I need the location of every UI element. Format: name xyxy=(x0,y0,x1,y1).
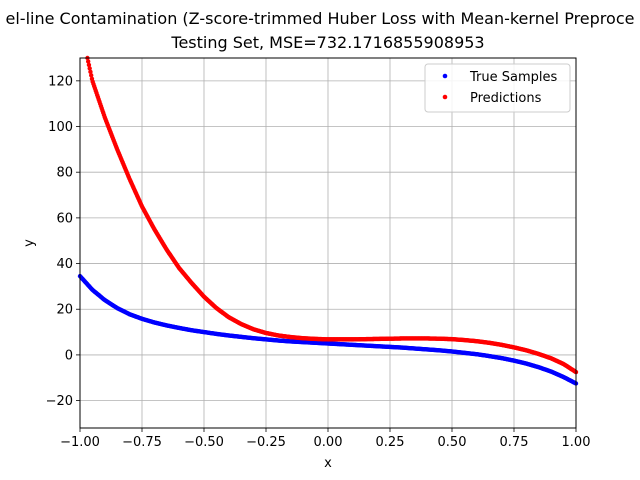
data-point xyxy=(88,69,93,75)
legend-label-predictions: Predictions xyxy=(470,91,542,106)
x-axis-label: x xyxy=(324,456,332,471)
x-tick-label: 0.00 xyxy=(314,435,343,450)
data-points xyxy=(77,55,579,386)
x-tick-label: −0.50 xyxy=(184,435,224,450)
data-point xyxy=(87,66,92,71)
data-point xyxy=(85,59,91,64)
x-tick-label: −0.75 xyxy=(122,435,162,450)
y-tick-label: 20 xyxy=(56,303,73,318)
x-tick-label: −0.25 xyxy=(246,435,286,450)
y-tick-label: 40 xyxy=(56,257,73,272)
x-tick-label: 0.25 xyxy=(376,435,405,450)
y-tick-label: −20 xyxy=(46,394,73,409)
x-tick-label: 0.50 xyxy=(438,435,467,450)
x-tick-label: 1.00 xyxy=(562,435,591,450)
y-tick-label: 120 xyxy=(48,74,73,89)
legend-marker-predictions xyxy=(442,94,448,100)
data-point xyxy=(86,62,92,68)
x-tick-label: −1.00 xyxy=(60,435,100,450)
y-tick-label: 0 xyxy=(65,348,73,363)
y-tick-label: 80 xyxy=(56,166,73,181)
chart-title-line2: Testing Set, MSE=732.1716855908953 xyxy=(170,33,484,52)
data-point xyxy=(89,73,94,78)
legend-marker-true-samples xyxy=(442,73,448,79)
y-axis-label: y xyxy=(22,239,37,247)
legend: True Samples Predictions xyxy=(424,63,571,113)
y-tick-label: 100 xyxy=(48,120,73,135)
x-tick-label: 0.75 xyxy=(500,435,529,450)
y-tick-label: 60 xyxy=(56,211,73,226)
legend-label-true-samples: True Samples xyxy=(469,70,557,85)
series-predictions xyxy=(85,55,579,375)
legend-box xyxy=(424,63,571,113)
axis-ticks: −1.00 −0.75 −0.50 −0.25 0.00 0.25 0.50 0.75 1.00… xyxy=(46,74,591,450)
chart-title-line1: el-line Contamination (Z-score-trimmed H… xyxy=(6,9,635,28)
